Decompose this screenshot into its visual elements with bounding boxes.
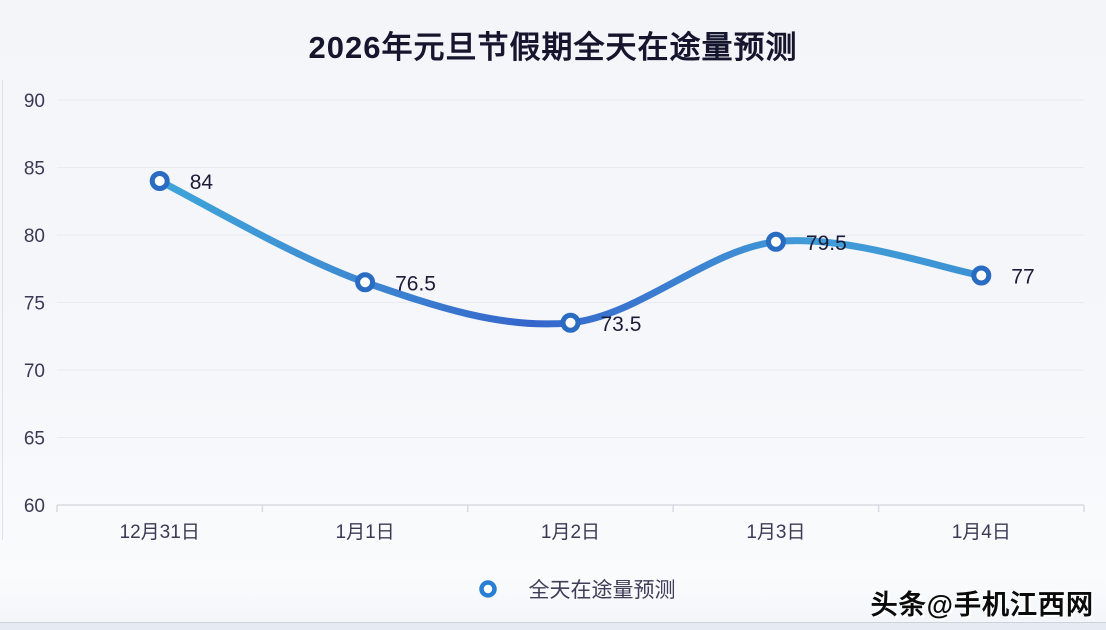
legend: 全天在途量预测: [0, 572, 1106, 606]
data-point-label: 84: [190, 171, 214, 194]
bottom-strip: [0, 623, 1106, 630]
y-tick-label: 60: [24, 496, 45, 517]
x-tick-label: 1月4日: [952, 522, 1011, 543]
data-point-label: 77: [1011, 266, 1034, 289]
y-tick-label: 90: [24, 91, 45, 112]
data-point-marker: [149, 171, 170, 191]
data-point-label: 73.5: [601, 313, 642, 336]
data-point-label: 79.5: [806, 232, 847, 255]
x-tick-label: 1月1日: [336, 522, 395, 543]
x-tick-label: 12月31日: [120, 522, 200, 543]
watermark: 头条@手机江西网: [870, 590, 1094, 620]
y-tick-label: 75: [24, 294, 45, 315]
data-point-marker: [355, 272, 376, 293]
legend-line-marker-icon: [456, 580, 519, 598]
y-tick-label: 80: [24, 226, 45, 247]
y-tick-label: 85: [24, 159, 45, 180]
data-point-marker: [971, 265, 992, 286]
y-tick-label: 65: [24, 429, 45, 450]
x-tick-label: 1月2日: [541, 522, 600, 543]
x-tick-label: 1月3日: [746, 522, 805, 543]
data-point-label: 76.5: [395, 272, 436, 295]
chart-title: 2026年元旦节假期全天在途量预测: [308, 30, 798, 65]
bottom-divider-line: [0, 622, 1106, 623]
data-point-marker: [560, 312, 581, 333]
left-edge-line: [2, 80, 3, 540]
y-tick-label: 70: [24, 361, 45, 382]
legend-label: 全天在途量预测: [528, 579, 676, 602]
data-point-marker: [765, 231, 786, 252]
